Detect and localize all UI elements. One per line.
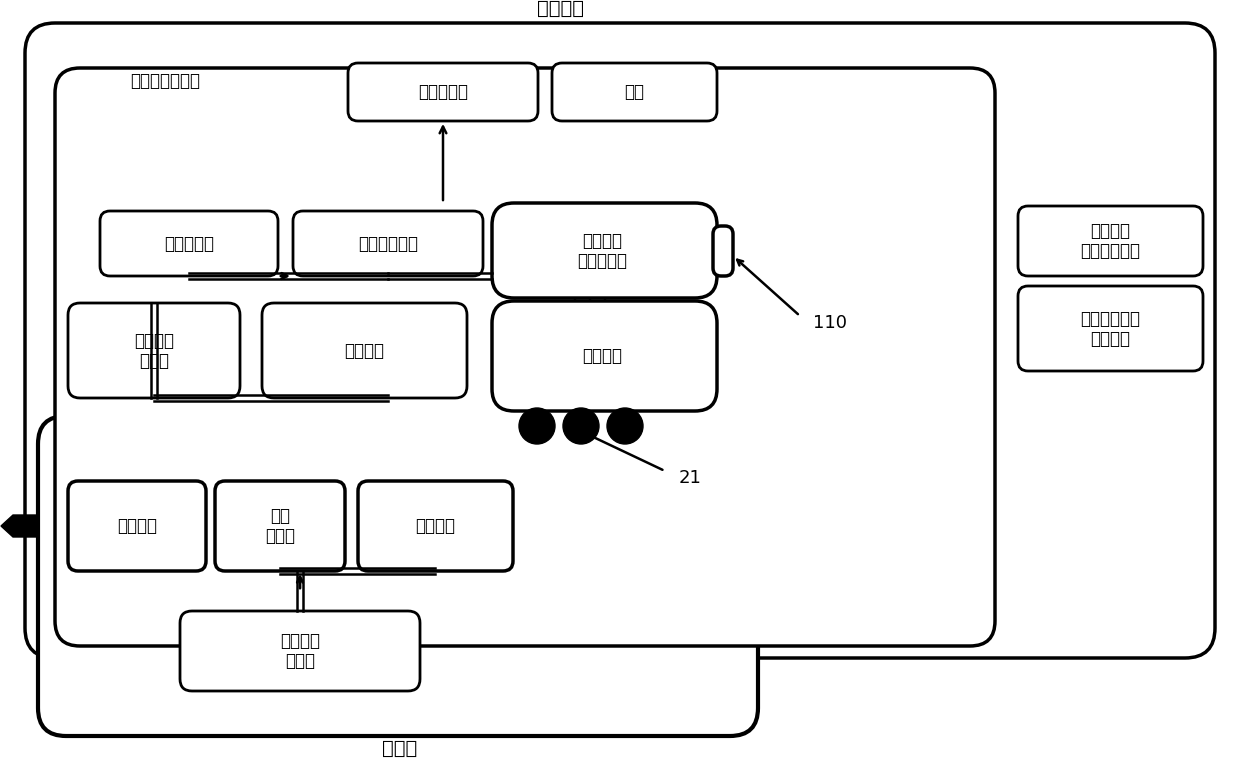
Text: 电压检测部: 电压检测部 — [164, 235, 215, 253]
Text: 排列状态显示
程序模块: 排列状态显示 程序模块 — [1080, 309, 1140, 349]
Text: 传送
控制部: 传送 控制部 — [265, 506, 295, 545]
FancyBboxPatch shape — [68, 303, 241, 398]
FancyBboxPatch shape — [492, 203, 717, 298]
Text: 无线充电接收部: 无线充电接收部 — [130, 72, 200, 90]
Text: 电池: 电池 — [624, 83, 644, 101]
FancyBboxPatch shape — [293, 211, 484, 276]
Circle shape — [520, 408, 556, 444]
Text: 21: 21 — [678, 469, 702, 487]
Text: 电池充电部: 电池充电部 — [418, 83, 467, 101]
Text: 电压稳定化部: 电压稳定化部 — [358, 235, 418, 253]
Text: 智能手机
本体主处理器: 智能手机 本体主处理器 — [1080, 221, 1140, 260]
FancyBboxPatch shape — [492, 301, 717, 411]
FancyBboxPatch shape — [100, 211, 278, 276]
FancyBboxPatch shape — [68, 481, 206, 571]
Text: 传感线圈: 传感线圈 — [117, 517, 157, 535]
FancyBboxPatch shape — [38, 416, 758, 736]
Text: 充电板: 充电板 — [382, 738, 418, 758]
FancyBboxPatch shape — [25, 23, 1215, 658]
Circle shape — [563, 408, 599, 444]
Text: 传送控制
处理器: 传送控制 处理器 — [280, 632, 320, 670]
Text: 智能手机: 智能手机 — [537, 0, 584, 18]
FancyBboxPatch shape — [180, 611, 420, 691]
FancyBboxPatch shape — [262, 303, 467, 398]
FancyBboxPatch shape — [55, 68, 994, 646]
Text: 传感线圈
电压输出部: 传感线圈 电压输出部 — [577, 231, 627, 270]
FancyBboxPatch shape — [713, 226, 733, 276]
Circle shape — [608, 408, 644, 444]
FancyArrow shape — [1, 515, 38, 537]
FancyBboxPatch shape — [215, 481, 345, 571]
Text: 接收控制
处理器: 接收控制 处理器 — [134, 332, 174, 371]
FancyBboxPatch shape — [348, 63, 538, 121]
FancyBboxPatch shape — [552, 63, 717, 121]
FancyBboxPatch shape — [1018, 286, 1203, 371]
Text: 传感线圈: 传感线圈 — [582, 347, 622, 365]
FancyBboxPatch shape — [358, 481, 513, 571]
Text: 一次线圈: 一次线圈 — [415, 517, 455, 535]
Text: 110: 110 — [813, 314, 847, 332]
Text: 二次线圈: 二次线圈 — [343, 342, 384, 360]
FancyBboxPatch shape — [1018, 206, 1203, 276]
